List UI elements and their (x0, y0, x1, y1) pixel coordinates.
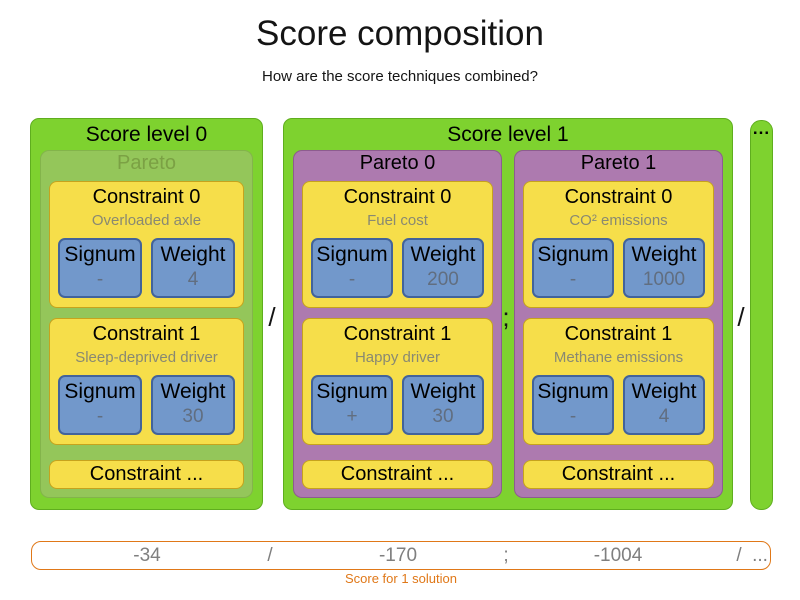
score-separator: ; (503, 544, 509, 566)
page-subtitle: How are the score techniques combined? (262, 68, 538, 85)
score-level-0-box: Score level 0 Pareto Constraint 0 Overlo… (30, 118, 263, 510)
weight-value: 30 (432, 406, 454, 427)
signum-label: Signum (537, 243, 609, 266)
score-value: -170 (378, 544, 418, 566)
signum-label: Signum (537, 380, 609, 403)
weight-label: Weight (160, 380, 226, 403)
weight-chip: Weight 30 (151, 375, 235, 435)
pareto-title: Pareto 1 (580, 152, 657, 174)
constraint-chips: Signum + Weight 30 (311, 375, 484, 435)
score-bar-caption: Score for 1 solution (344, 571, 457, 586)
constraint-description: Methane emissions (553, 349, 684, 366)
weight-value: 1000 (642, 269, 686, 290)
pareto-box: Pareto Constraint 0 Overloaded axle Sign… (40, 150, 253, 498)
signum-value: - (96, 269, 104, 290)
constraint-chips: Signum - Weight 200 (311, 238, 484, 298)
page-title: Score composition (256, 14, 544, 53)
constraint-title: Constraint 0 (564, 186, 673, 208)
score-level-0-content: Pareto Constraint 0 Overloaded axle Sign… (40, 150, 253, 498)
constraint-title: Constraint 0 (343, 186, 452, 208)
level-separator: / (268, 302, 276, 332)
signum-chip: Signum - (532, 375, 614, 435)
score-separator: / (267, 544, 273, 566)
constraint-description: Overloaded axle (91, 212, 202, 229)
pareto-0-box: Pareto 0 Constraint 0 Fuel cost Signum -… (293, 150, 502, 498)
signum-label: Signum (64, 380, 136, 403)
score-level-1-box: Score level 1 Pareto 0 Constraint 0 Fuel… (283, 118, 733, 510)
signum-chip: Signum - (532, 238, 614, 298)
signum-value: - (569, 269, 577, 290)
constraint-description: Fuel cost (367, 212, 428, 229)
weight-label: Weight (631, 243, 697, 266)
constraint-description: Sleep-deprived driver (75, 349, 218, 366)
constraint-description: CO² emissions (569, 212, 668, 229)
weight-value: 4 (187, 269, 199, 290)
score-level-1-content: Pareto 0 Constraint 0 Fuel cost Signum -… (293, 150, 723, 498)
signum-value: + (346, 406, 358, 427)
more-constraints-card: Constraint ... (523, 460, 714, 489)
score-bar: -34 / -170 ; -1004 / ... (31, 541, 771, 570)
constraint-title: Constraint 1 (92, 323, 201, 345)
constraint-card: Constraint 1 Happy driver Signum + Weigh… (302, 318, 493, 445)
weight-chip: Weight 30 (402, 375, 484, 435)
weight-label: Weight (160, 243, 226, 266)
more-constraints-card: Constraint ... (49, 460, 244, 489)
signum-chip: Signum - (58, 375, 142, 435)
constraint-description: Happy driver (354, 349, 441, 366)
signum-chip: Signum - (311, 238, 393, 298)
pareto-1-box: Pareto 1 Constraint 0 CO² emissions Sign… (514, 150, 723, 498)
weight-value: 4 (658, 406, 670, 427)
constraint-card: Constraint 1 Sleep-deprived driver Signu… (49, 318, 244, 445)
constraint-title: Constraint 1 (343, 323, 452, 345)
signum-label: Signum (316, 380, 388, 403)
more-levels-strip: ... (750, 120, 773, 510)
weight-value: 200 (427, 269, 459, 290)
signum-value: - (96, 406, 104, 427)
constraint-title: Constraint 1 (564, 323, 673, 345)
signum-label: Signum (64, 243, 136, 266)
pareto-separator: ; (502, 302, 510, 332)
constraint-chips: Signum - Weight 30 (58, 375, 235, 435)
weight-label: Weight (410, 243, 476, 266)
weight-label: Weight (631, 380, 697, 403)
more-constraints-card: Constraint ... (302, 460, 493, 489)
pareto-title: Pareto (117, 152, 176, 174)
weight-chip: Weight 4 (151, 238, 235, 298)
constraint-chips: Signum - Weight 1000 (532, 238, 705, 298)
constraint-title: Constraint 0 (92, 186, 201, 208)
signum-value: - (348, 269, 356, 290)
weight-chip: Weight 4 (623, 375, 705, 435)
constraint-card: Constraint 0 CO² emissions Signum - Weig… (523, 181, 714, 308)
constraint-chips: Signum - Weight 4 (532, 375, 705, 435)
score-ellipsis: ... (752, 544, 768, 566)
constraint-chips: Signum - Weight 4 (58, 238, 235, 298)
score-value: -34 (133, 544, 161, 566)
score-separator: / (736, 544, 742, 566)
weight-label: Weight (410, 380, 476, 403)
weight-chip: Weight 1000 (623, 238, 705, 298)
weight-value: 30 (182, 406, 204, 427)
signum-chip: Signum + (311, 375, 393, 435)
score-value: -1004 (593, 544, 643, 566)
score-level-1-title: Score level 1 (447, 123, 569, 146)
constraint-card: Constraint 0 Fuel cost Signum - Weight 2… (302, 181, 493, 308)
signum-value: - (569, 406, 577, 427)
signum-chip: Signum - (58, 238, 142, 298)
signum-label: Signum (316, 243, 388, 266)
pareto-title: Pareto 0 (359, 152, 436, 174)
more-levels-separator: / (737, 302, 745, 332)
score-level-0-title: Score level 0 (85, 123, 208, 146)
weight-chip: Weight 200 (402, 238, 484, 298)
constraint-card: Constraint 1 Methane emissions Signum - … (523, 318, 714, 445)
constraint-card: Constraint 0 Overloaded axle Signum - We… (49, 181, 244, 308)
